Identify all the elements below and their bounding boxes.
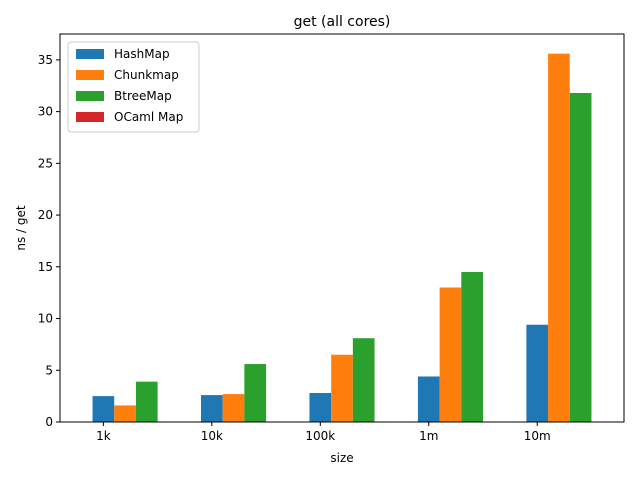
bars-layer bbox=[92, 53, 592, 423]
legend-label-ocaml-map: OCaml Map bbox=[114, 110, 183, 124]
bar-chunkmap-100k bbox=[331, 354, 353, 422]
legend-swatch-hashmap bbox=[76, 49, 104, 59]
y-tick-label: 30 bbox=[38, 105, 53, 119]
bar-btreemap-1m bbox=[461, 271, 483, 422]
legend-swatch-ocaml-map bbox=[76, 112, 104, 122]
y-tick-label: 5 bbox=[45, 363, 53, 377]
y-tick-label: 0 bbox=[45, 415, 53, 429]
bar-chunkmap-1m bbox=[439, 287, 462, 422]
bar-btreemap-1k bbox=[135, 381, 158, 422]
bar-btreemap-10k bbox=[244, 364, 267, 422]
legend-swatch-chunkmap bbox=[76, 70, 104, 80]
x-axis-label: size bbox=[330, 451, 353, 465]
plot-frame bbox=[59, 33, 625, 423]
x-tick-label: 1m bbox=[419, 429, 438, 443]
bar-btreemap-10m bbox=[569, 92, 592, 422]
bar-chunkmap-10m bbox=[548, 53, 570, 423]
y-axis-label: ns / get bbox=[14, 205, 28, 251]
x-tick-label: 10k bbox=[201, 429, 223, 443]
y-tick-label: 35 bbox=[38, 53, 53, 67]
bar-hashmap-10m bbox=[526, 324, 549, 422]
x-tick-label: 100k bbox=[305, 429, 335, 443]
chart-title: get (all cores) bbox=[294, 14, 391, 30]
y-tick-label: 25 bbox=[38, 156, 53, 170]
y-tick-label: 15 bbox=[38, 260, 53, 274]
x-axis-ticks: 1k 10k 100k 1m 10m bbox=[96, 422, 551, 443]
legend-label-btreemap: BtreeMap bbox=[114, 89, 172, 103]
bar-chunkmap-10k bbox=[222, 394, 245, 422]
bar-chunkmap-1k bbox=[114, 405, 136, 422]
x-tick-label: 10m bbox=[524, 429, 551, 443]
legend-box bbox=[67, 41, 200, 133]
bar-hashmap-1m bbox=[417, 376, 440, 422]
bar-hashmap-10k bbox=[201, 395, 223, 422]
bar-hashmap-100k bbox=[309, 393, 332, 422]
legend-swatch-btreemap bbox=[76, 91, 104, 101]
bar-hashmap-1k bbox=[92, 396, 115, 422]
legend-label-chunkmap: Chunkmap bbox=[114, 68, 179, 82]
legend-label-hashmap: HashMap bbox=[114, 47, 170, 61]
bar-btreemap-100k bbox=[352, 338, 375, 422]
y-axis-ticks: 0 5 10 15 20 25 30 35 bbox=[38, 53, 60, 429]
legend: HashMap Chunkmap BtreeMap OCaml Map bbox=[67, 41, 200, 133]
x-tick-label: 1k bbox=[96, 429, 111, 443]
y-tick-label: 20 bbox=[38, 208, 53, 222]
y-tick-label: 10 bbox=[38, 312, 53, 326]
